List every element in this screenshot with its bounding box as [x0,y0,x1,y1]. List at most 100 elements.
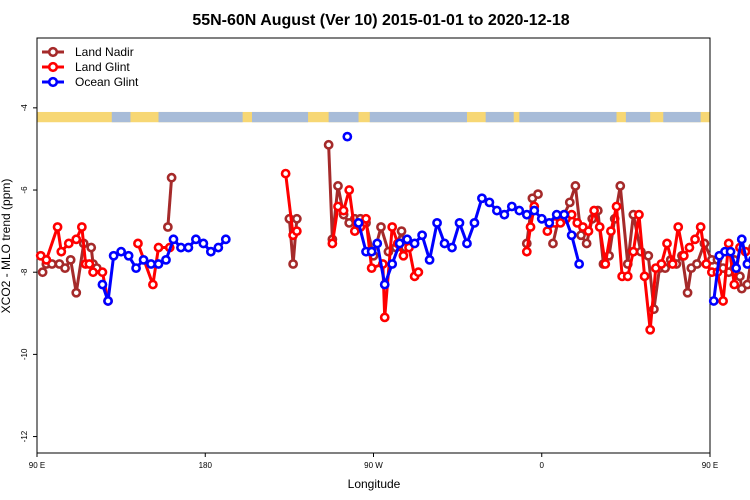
x-tick-label: 0 [540,461,545,470]
legend-label: Land Glint [75,60,130,74]
ocean-glint-point [462,238,472,249]
legend-item-ocean-glint: Ocean Glint [42,75,139,89]
ocean-glint-point [366,246,377,257]
ocean-glint-point [103,296,113,306]
land-glint-point [413,267,424,278]
land-glint-point [639,271,650,282]
land-glint-line [330,188,420,319]
land-glint-point [41,254,52,265]
land-nadir-point [692,259,702,269]
land-nadir-point [323,139,334,150]
land-glint-point [366,263,377,273]
ocean-glint-point [469,218,480,228]
ocean-glint-point [379,279,390,290]
land-glint-point [628,246,639,257]
ocean-glint-point [220,234,231,245]
ocean-glint-point [417,230,428,241]
series-land-glint [35,168,750,335]
land-glint-point [387,222,398,232]
band-ocean [328,111,359,123]
ocean-glint-point [566,230,577,241]
land-nadir-point [533,189,543,200]
land-glint-point [542,226,553,237]
x-axis: 90 E 180 90 W 0 90 E [29,453,718,470]
chart-title: 55N-60N August (Ver 10) 2015-01-01 to 20… [192,12,569,29]
ocean-glint-point [213,242,224,253]
ocean-glint-point [559,209,570,220]
land-glint-point [97,267,108,278]
legend-swatch-marker [47,46,59,58]
ocean-glint-point [708,296,719,306]
land-nadir-point [576,230,586,241]
land-glint-point [695,222,706,232]
land-glint-point [525,222,536,232]
ocean-glint-point [736,234,747,245]
land-glint-point [76,222,87,232]
ocean-glint-point [536,213,547,224]
y-tick-label: -6 [20,186,29,194]
legend-swatch-marker [47,76,59,88]
land-glint-point [690,234,700,245]
ocean-glint-point [372,238,383,249]
land-glint-point [634,209,644,220]
y-axis: -4 -6 -8 -10 -12 [20,104,37,442]
land-glint-point [133,238,143,249]
ocean-glint-point [529,205,540,216]
land-glint-point [344,185,355,195]
land-nadir-point [570,181,581,191]
ocean-glint-point [394,238,405,249]
ocean-glint-point [205,246,216,257]
land-nadir-point [65,254,76,265]
land-nadir-point [37,267,48,278]
ocean-glint-point [116,246,127,257]
land-nadir-point [376,222,386,232]
ocean-glint-point [521,209,532,220]
y-tick-label: -12 [20,430,29,442]
ocean-glint-point [551,209,562,220]
series-layer [35,131,750,335]
band-ocean [158,111,243,123]
land-glint-point [361,213,371,224]
ocean-glint-point [387,259,398,269]
band-ocean [625,111,651,123]
land-glint-point [667,259,678,269]
x-axis-label: Longitude [348,477,401,491]
ocean-glint-point [168,234,179,245]
ocean-glint-point [432,218,442,228]
ocean-glint-point [108,250,119,261]
land-nadir-point [60,263,70,273]
land-nadir-point [162,222,173,232]
band-ocean [369,111,467,123]
land-glint-point [606,226,616,237]
ocean-glint-point [146,259,156,269]
ocean-glint-point [353,218,364,228]
land-glint-point [63,238,74,249]
land-nadir-point [682,287,693,298]
legend-label: Land Nadir [75,45,134,59]
land-glint-point [718,296,728,306]
land-glint-point [600,259,611,269]
land-glint-point [327,238,338,249]
land-ocean-band [37,111,710,123]
x-tick-label: 90 E [702,461,718,470]
ocean-glint-point [198,238,209,249]
land-nadir-point [333,181,343,191]
land-glint-point [684,242,695,253]
land-glint-point [379,312,390,323]
y-axis-label: XCO2 - MLO trend (ppm) [0,179,13,314]
land-glint-point [656,259,667,269]
x-tick-label: 90 W [364,461,383,470]
land-nadir-point [288,259,299,269]
band-ocean [485,111,514,123]
band-ocean [111,111,131,123]
ocean-glint-point [342,131,353,142]
land-glint-point [589,205,599,216]
legend-swatch-marker [47,61,59,73]
ocean-glint-point [574,259,585,269]
land-glint-point [645,324,656,335]
land-glint-point [56,246,67,257]
land-glint-point [611,201,622,212]
land-glint-point [338,205,349,216]
